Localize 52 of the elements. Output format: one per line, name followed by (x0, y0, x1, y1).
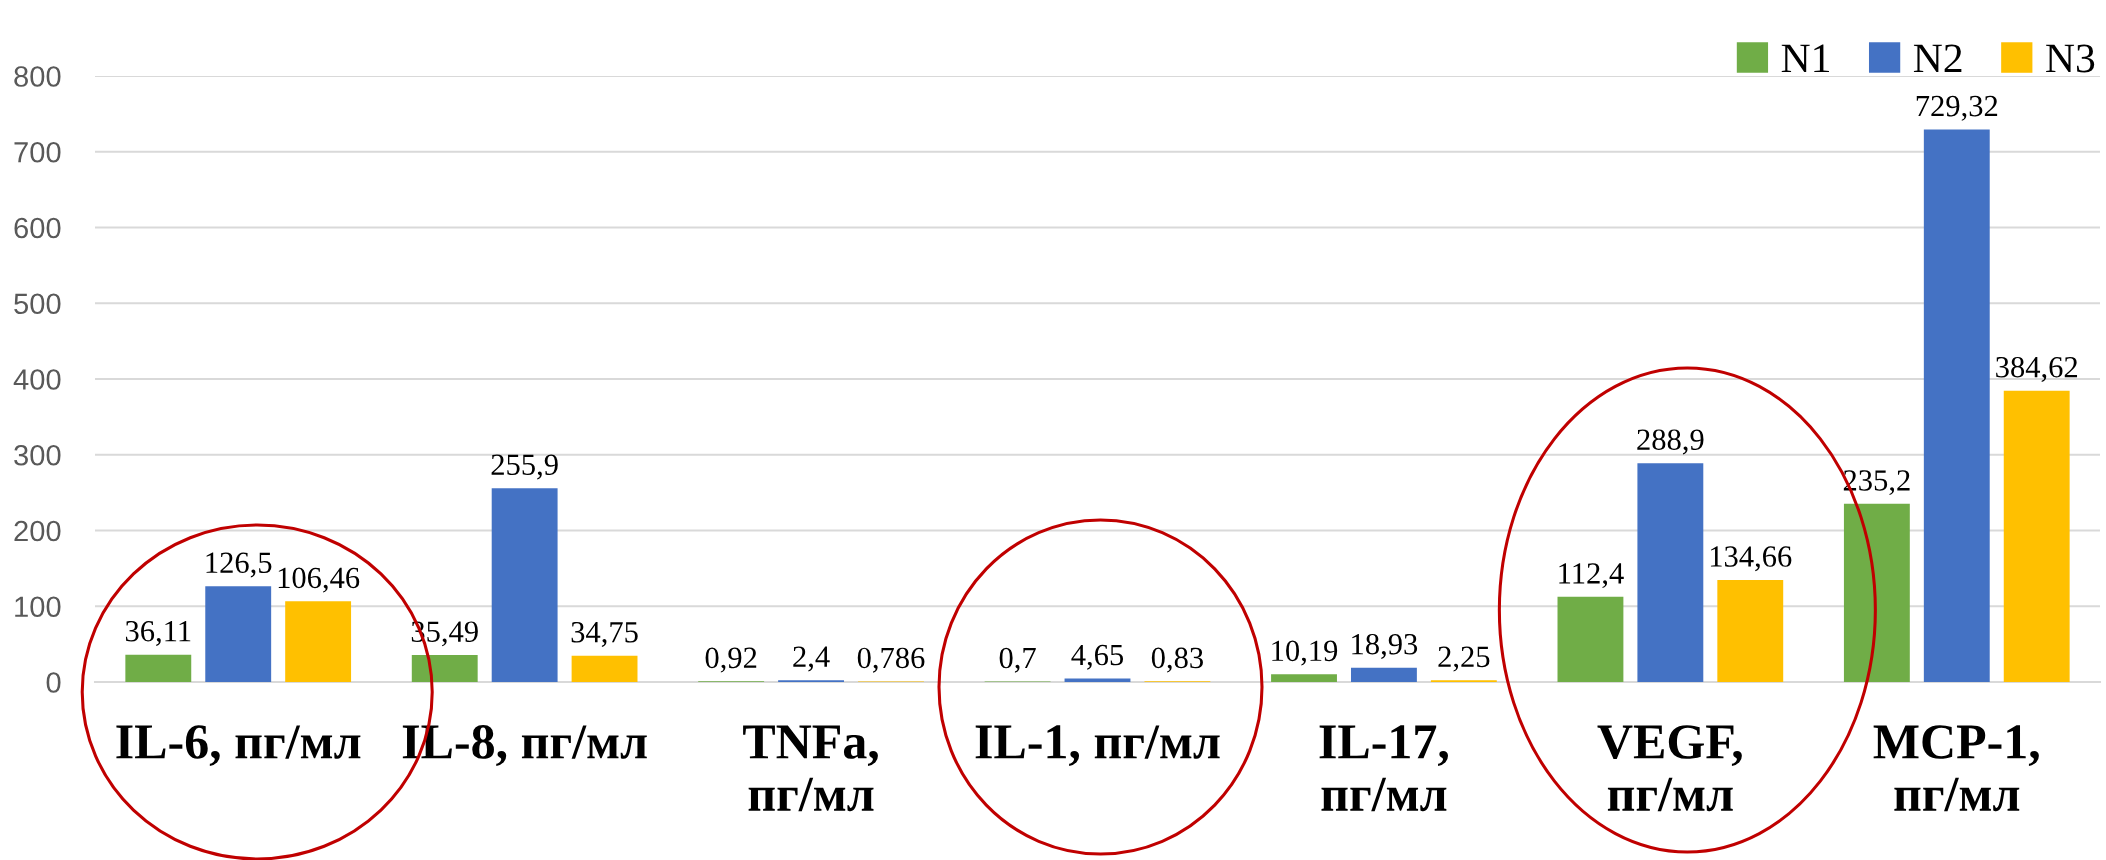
bar (491, 488, 558, 682)
bar (285, 601, 352, 682)
legend-label: N3 (2046, 44, 2095, 73)
y-tick-label: 200 (14, 520, 61, 542)
y-tick-label: 300 (14, 444, 61, 466)
data-label: 4,65 (1071, 644, 1124, 670)
bar (571, 655, 638, 682)
data-label: 106,46 (278, 567, 360, 593)
data-label: 112,4 (1559, 563, 1624, 589)
data-label: 0,92 (705, 647, 757, 673)
data-label: 126,5 (206, 552, 272, 578)
data-label: 36,11 (125, 620, 191, 646)
data-label: 2,4 (793, 646, 830, 672)
y-tick-label: 400 (13, 369, 61, 390)
y-tick-label: 500 (14, 293, 61, 315)
bar (1843, 503, 1910, 682)
bar (1923, 129, 1990, 682)
x-tick-label: VEGF, пг/мл (1597, 725, 1742, 812)
bar (1557, 596, 1624, 682)
data-label: 0,7 (999, 647, 1036, 673)
x-tick-label: IL-1, пг/мл (975, 725, 1220, 767)
bar (1717, 580, 1784, 682)
data-label: 34,75 (571, 621, 638, 647)
y-tick-label: 700 (14, 141, 61, 163)
legend-label: N1 (1781, 44, 1829, 73)
data-label: 0,83 (1151, 647, 1203, 673)
data-label: 2,25 (1438, 646, 1490, 672)
x-tick-label: IL-17, пг/мл (1319, 725, 1448, 812)
x-tick-label: TNFa, пг/мл (743, 725, 878, 812)
data-label: 134,66 (1710, 546, 1792, 572)
data-label: 384,62 (1996, 356, 2078, 382)
x-tick-label: MCP-1, пг/мл (1873, 725, 2039, 812)
bar (205, 586, 272, 682)
bar (125, 654, 192, 682)
bar (411, 655, 478, 682)
bar (2003, 390, 2070, 682)
y-tick-label: 800 (14, 66, 61, 87)
data-label: 288,9 (1637, 429, 1704, 455)
bar (1064, 678, 1131, 682)
x-tick-label: IL-6, пг/мл (116, 725, 361, 767)
legend-label: N2 (1913, 44, 1962, 73)
bar (1637, 463, 1704, 682)
data-label: 255,9 (491, 454, 558, 480)
y-tick-label: 600 (14, 217, 61, 239)
bar (1350, 667, 1417, 682)
y-tick-label: 0 (46, 672, 61, 693)
bar (1271, 674, 1337, 682)
y-tick-label: 100 (15, 596, 61, 618)
data-label: 0,786 (857, 647, 925, 673)
data-label: 10,19 (1272, 640, 1338, 666)
data-label: 18,93 (1352, 633, 1418, 659)
data-label: 729,32 (1916, 95, 1998, 121)
